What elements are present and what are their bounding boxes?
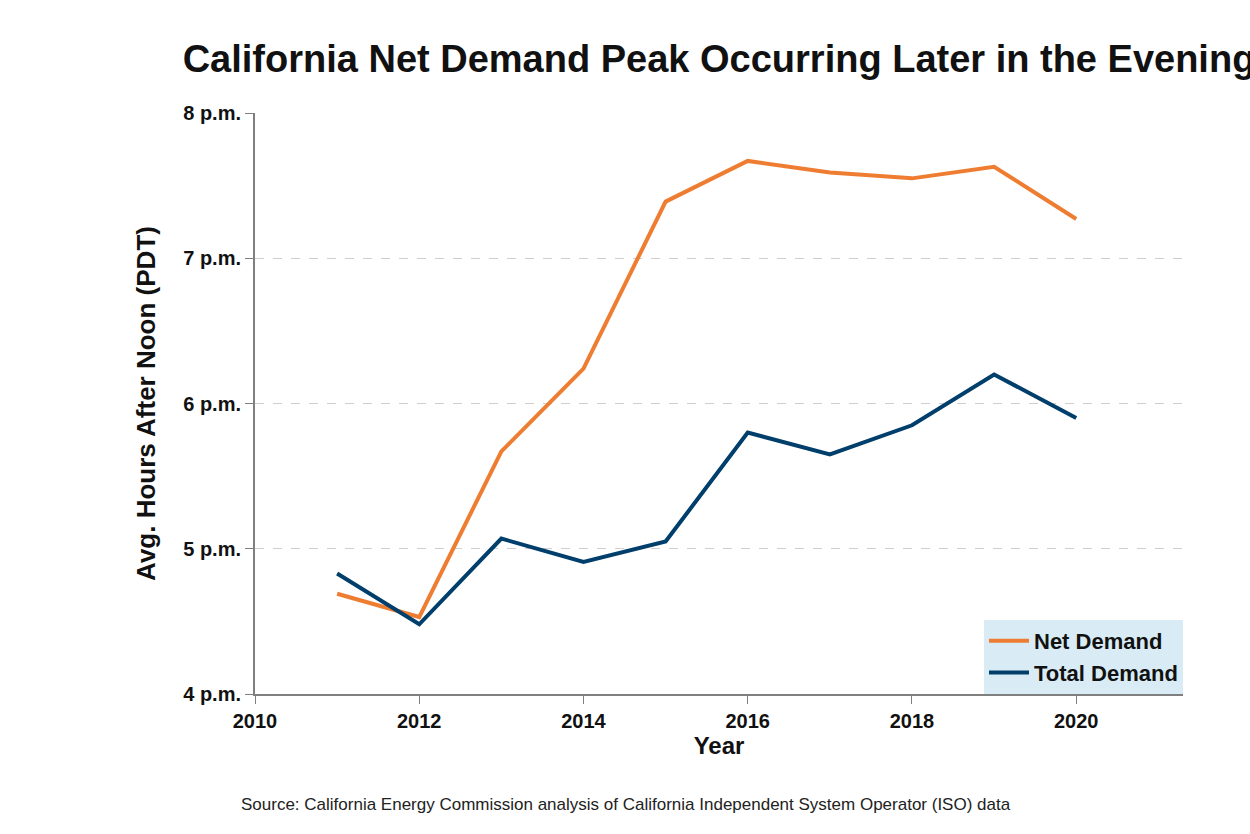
svg-text:California Net Demand Peak Occ: California Net Demand Peak Occurring Lat…: [183, 38, 1250, 80]
svg-text:2010: 2010: [233, 710, 278, 732]
svg-text:5 p.m.: 5 p.m.: [183, 538, 241, 560]
svg-text:Avg. Hours After Noon (PDT): Avg. Hours After Noon (PDT): [131, 226, 161, 581]
svg-text:2018: 2018: [890, 710, 935, 732]
svg-text:Year: Year: [694, 732, 745, 759]
svg-text:2012: 2012: [397, 710, 442, 732]
svg-text:2016: 2016: [725, 710, 770, 732]
svg-text:Total Demand: Total Demand: [1034, 661, 1178, 686]
svg-text:8 p.m.: 8 p.m.: [183, 102, 241, 124]
svg-text:6 p.m.: 6 p.m.: [183, 393, 241, 415]
svg-text:Source: California Energy Comm: Source: California Energy Commission ana…: [241, 795, 1011, 814]
svg-text:Net Demand: Net Demand: [1034, 629, 1162, 654]
svg-text:4 p.m.: 4 p.m.: [183, 683, 241, 705]
svg-text:2014: 2014: [561, 710, 606, 732]
svg-text:2020: 2020: [1054, 710, 1099, 732]
svg-text:7 p.m.: 7 p.m.: [183, 247, 241, 269]
